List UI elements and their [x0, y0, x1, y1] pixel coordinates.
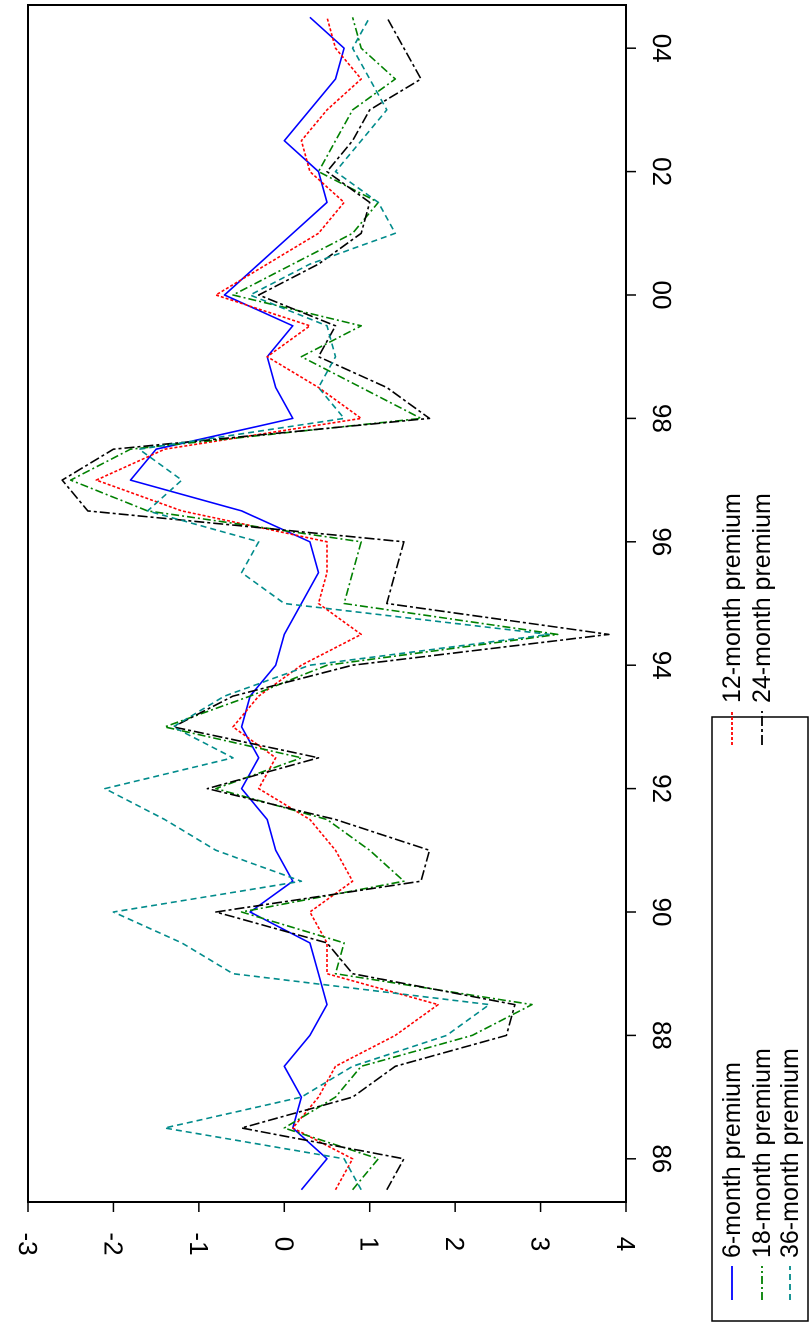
x-tick-label: 98	[647, 404, 677, 433]
y-tick-label: 4	[611, 1237, 641, 1251]
x-tick-label: 00	[647, 281, 677, 310]
x-tick-label: 86	[647, 1144, 677, 1173]
series-line-5	[104, 16, 550, 1191]
legend-label: 6-month premium	[718, 1062, 746, 1258]
x-tick-label: 02	[647, 157, 677, 186]
series-line-4	[61, 16, 610, 1191]
legend: 6-month premium 12-month premium 18-month …	[711, 493, 809, 1322]
y-tick-label: 3	[526, 1237, 556, 1251]
legend-box	[711, 716, 809, 1322]
y-tick-label: -2	[98, 1232, 128, 1255]
x-tick-label: 92	[647, 774, 677, 803]
plot-frame	[27, 4, 627, 1203]
legend-label: 36-month premium	[776, 1048, 804, 1258]
x-tick-label: 04	[647, 34, 677, 63]
legend-label: 24-month premium	[748, 493, 776, 703]
series-line-3	[69, 17, 559, 1191]
x-tick-label: 90	[647, 898, 677, 927]
y-tick-label: 1	[355, 1237, 385, 1251]
y-tick-label: 0	[269, 1237, 299, 1251]
legend-label: 18-month premium	[748, 1048, 776, 1258]
legend-label: 12-month premium	[718, 493, 746, 703]
series-line-2	[95, 17, 439, 1191]
y-axis: 4 3 2 1 0 -1 -2 -3	[13, 1202, 641, 1256]
series-line-1	[129, 16, 345, 1191]
y-tick-label: -3	[13, 1232, 43, 1255]
y-tick-label: -1	[184, 1232, 214, 1255]
y-tick-label: 2	[440, 1237, 470, 1251]
x-tick-label: 88	[647, 1021, 677, 1050]
x-axis: 86 88 90 92 94 96 98 00 02 04	[626, 34, 677, 1173]
x-tick-label: 94	[647, 651, 677, 680]
x-tick-label: 96	[647, 527, 677, 556]
series-group	[61, 16, 610, 1191]
